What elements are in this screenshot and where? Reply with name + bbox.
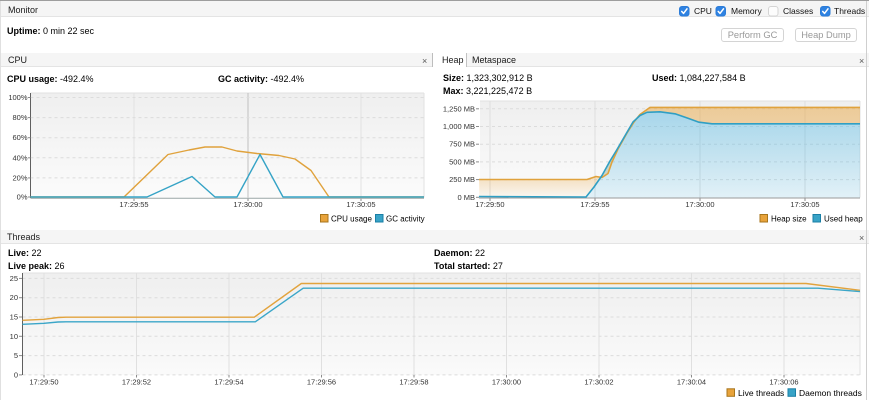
- svg-text:25: 25: [10, 274, 18, 283]
- svg-text:0%: 0%: [17, 193, 28, 202]
- svg-text:Used heap: Used heap: [824, 215, 863, 224]
- svg-text:17:29:52: 17:29:52: [122, 378, 151, 387]
- svg-text:40%: 40%: [12, 153, 27, 162]
- svg-text:17:30:05: 17:30:05: [346, 200, 375, 209]
- svg-text:15: 15: [10, 313, 18, 322]
- svg-text:17:30:00: 17:30:00: [685, 200, 714, 209]
- svg-text:100%: 100%: [8, 93, 28, 102]
- svg-text:5: 5: [14, 351, 18, 360]
- svg-text:17:30:02: 17:30:02: [584, 378, 613, 387]
- svg-text:750 MB: 750 MB: [449, 140, 475, 149]
- svg-text:0: 0: [14, 370, 18, 379]
- svg-text:Live threads: Live threads: [738, 388, 784, 398]
- svg-text:0 MB: 0 MB: [457, 193, 475, 202]
- svg-text:80%: 80%: [12, 113, 27, 122]
- svg-text:17:29:54: 17:29:54: [214, 378, 243, 387]
- svg-text:17:29:58: 17:29:58: [399, 378, 428, 387]
- svg-text:CPU usage: CPU usage: [331, 215, 372, 224]
- svg-text:250 MB: 250 MB: [449, 175, 475, 184]
- svg-text:17:29:56: 17:29:56: [307, 378, 336, 387]
- svg-text:60%: 60%: [12, 133, 27, 142]
- svg-text:17:30:06: 17:30:06: [769, 378, 798, 387]
- svg-text:20%: 20%: [12, 173, 27, 182]
- svg-text:1,000 MB: 1,000 MB: [443, 122, 475, 131]
- svg-text:10: 10: [10, 332, 18, 341]
- svg-text:17:30:04: 17:30:04: [677, 378, 706, 387]
- svg-text:17:29:50: 17:29:50: [475, 200, 504, 209]
- svg-text:20: 20: [10, 293, 18, 302]
- svg-text:17:30:00: 17:30:00: [492, 378, 521, 387]
- svg-text:17:30:05: 17:30:05: [790, 200, 819, 209]
- svg-text:Heap size: Heap size: [771, 215, 807, 224]
- svg-text:17:29:50: 17:29:50: [29, 378, 58, 387]
- svg-text:17:29:55: 17:29:55: [119, 200, 148, 209]
- svg-text:17:30:00: 17:30:00: [233, 200, 262, 209]
- svg-text:1,250 MB: 1,250 MB: [443, 104, 475, 113]
- svg-text:Daemon threads: Daemon threads: [799, 388, 862, 398]
- svg-text:500 MB: 500 MB: [449, 157, 475, 166]
- svg-text:GC activity: GC activity: [386, 215, 425, 224]
- svg-text:17:29:55: 17:29:55: [580, 200, 609, 209]
